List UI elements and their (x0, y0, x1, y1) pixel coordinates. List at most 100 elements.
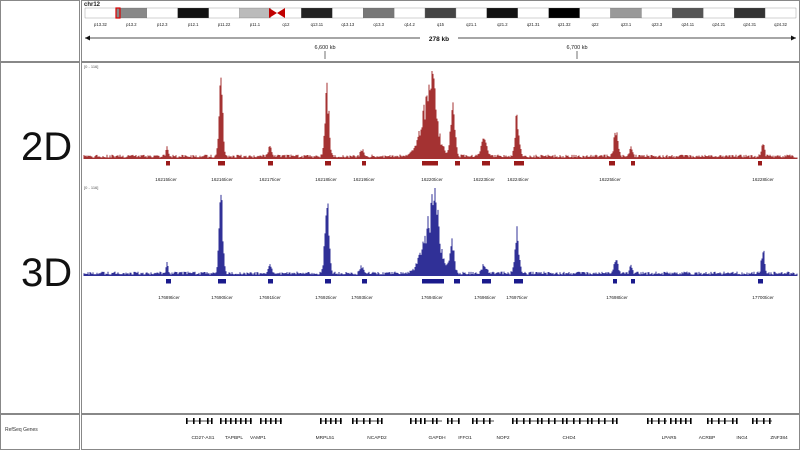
gene-label[interactable]: IFFO1 (458, 435, 472, 441)
gene-label[interactable]: CHD4 (562, 435, 575, 441)
gene-exon (664, 418, 666, 424)
feature-box[interactable] (758, 161, 762, 166)
ruler: 278 kb 6,600 kb 6,700 kb (85, 34, 796, 59)
ideogram-band[interactable] (146, 7, 178, 19)
ideogram-band[interactable] (177, 7, 209, 19)
ideogram-band[interactable] (641, 7, 673, 19)
feature-box[interactable] (631, 161, 635, 166)
ideogram-band[interactable] (455, 7, 488, 19)
feature-box[interactable] (454, 279, 460, 284)
feature-box[interactable] (325, 279, 331, 284)
data-label-cell: 2D 3D (0, 62, 80, 414)
chromosome-name[interactable]: chr12 (84, 2, 101, 8)
feature-track-2d[interactable] (166, 161, 762, 166)
track-label-3d[interactable]: 3D (21, 251, 73, 295)
gene-label[interactable]: ACRBP (699, 435, 716, 441)
feature-box[interactable] (422, 161, 438, 166)
ideogram-band[interactable] (393, 7, 426, 19)
feature-box[interactable] (218, 161, 225, 166)
feature-label: 16223ticer (473, 177, 495, 182)
ideogram-band-label: q24.32 (774, 22, 787, 27)
gene-label[interactable]: MRPL51 (316, 435, 335, 441)
track-label-2d[interactable]: 2D (21, 125, 73, 169)
ideogram-band[interactable] (672, 7, 704, 19)
gene-label[interactable]: NCAPD2 (367, 435, 387, 441)
feature-label: 17692ticer (315, 295, 337, 300)
feature-box[interactable] (613, 279, 617, 284)
gene-label[interactable]: ZNF384 (770, 435, 788, 441)
gene-exon (230, 418, 232, 424)
gene-exon (476, 418, 478, 424)
data-panel: [0 - 116] 16215ticer 16216ticer 16217ticer… (81, 62, 800, 414)
gene-exon (240, 418, 242, 424)
feature-box[interactable] (758, 279, 763, 284)
ideogram-band[interactable] (517, 7, 549, 19)
feature-box[interactable] (362, 161, 366, 166)
gene-label[interactable]: GAPDH (428, 435, 446, 441)
feature-box[interactable] (631, 279, 635, 284)
ideogram-band[interactable] (239, 7, 271, 19)
gene-exon (432, 418, 434, 424)
ideogram-band[interactable] (764, 7, 797, 19)
feature-box[interactable] (362, 279, 367, 284)
gene-label[interactable]: VAMP1 (250, 435, 266, 441)
gene-exon (280, 418, 282, 424)
ideogram-band[interactable] (548, 7, 580, 19)
gene-exon (260, 418, 262, 424)
gene-label[interactable]: CD27-AS1 (192, 435, 215, 441)
feature-box[interactable] (166, 161, 170, 166)
feature-label: 16225ticer (599, 177, 621, 182)
gene-exon (320, 418, 322, 424)
gene-exon (186, 418, 188, 424)
feature-box[interactable] (482, 279, 491, 284)
gene-label[interactable]: ING4 (736, 435, 748, 441)
feature-box[interactable] (166, 279, 171, 284)
ideogram-band[interactable] (579, 7, 611, 19)
feature-box[interactable] (325, 161, 331, 166)
gene-exon (651, 418, 653, 424)
ideogram-band-label: q21.31 (527, 22, 540, 27)
coverage-track-3d[interactable] (83, 188, 798, 276)
ideogram-band[interactable] (734, 7, 766, 19)
gene-exon (220, 418, 222, 424)
ideogram-band[interactable] (208, 7, 240, 19)
ideogram-band[interactable] (301, 7, 333, 19)
gene-exon (340, 418, 342, 424)
gene-exon (616, 418, 618, 424)
ideogram-band-label: p12.1 (188, 22, 199, 27)
refseq-gene-models[interactable] (186, 418, 772, 424)
refseq-track-label[interactable]: RefSeq Genes (5, 427, 38, 433)
feature-box[interactable] (268, 279, 273, 284)
ideogram-band[interactable] (703, 7, 735, 19)
ideogram-band[interactable] (84, 7, 117, 19)
ideogram-band[interactable] (610, 7, 642, 19)
feature-box[interactable] (218, 279, 226, 284)
ideogram-band-label: q15 (437, 22, 445, 27)
gene-exon (591, 418, 593, 424)
feature-box[interactable] (268, 161, 273, 166)
gene-label[interactable]: TAPBPL (225, 435, 243, 441)
coverage-track-2d[interactable] (83, 71, 798, 159)
feature-box[interactable] (455, 161, 460, 166)
feature-track-3d[interactable] (166, 279, 763, 284)
feature-box[interactable] (422, 279, 444, 284)
gene-exon (265, 418, 267, 424)
gene-label[interactable]: LPAR5 (662, 435, 677, 441)
gene-label[interactable]: NOP2 (496, 435, 509, 441)
feature-box[interactable] (482, 161, 490, 166)
ideogram[interactable]: p13.32 p13.2 p12.3 p12.1 p11.22 p11.1 q12 q13.1… (82, 7, 800, 29)
ideogram-band[interactable] (363, 7, 395, 19)
feature-box[interactable] (609, 161, 615, 166)
feature-box[interactable] (514, 161, 524, 166)
centromere-marker (277, 8, 285, 18)
gene-exon (554, 418, 556, 424)
gene-label-cell: RefSeq Genes (0, 414, 80, 450)
feature-box[interactable] (514, 279, 523, 284)
feature-label: 16228ticer (752, 177, 774, 182)
gene-exon (647, 418, 649, 424)
gene-exon (472, 418, 474, 424)
ideogram-band[interactable] (424, 7, 457, 19)
gene-exon (356, 418, 358, 424)
ideogram-band[interactable] (486, 7, 518, 19)
ideogram-band[interactable] (332, 7, 364, 19)
